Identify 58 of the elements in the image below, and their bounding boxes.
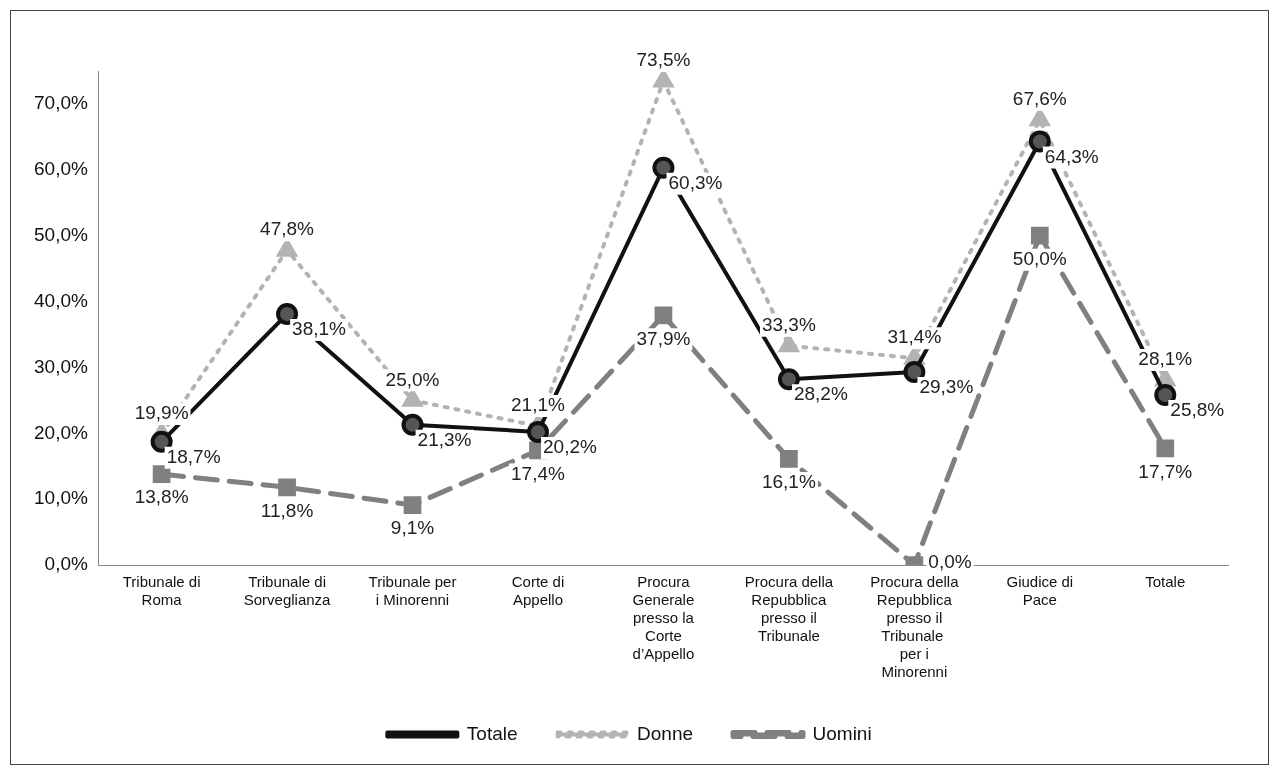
- point: [653, 71, 674, 88]
- x-tick-label: Totale: [1145, 573, 1186, 591]
- point: [152, 465, 171, 483]
- y-tick-label: 30,0%: [34, 355, 88, 377]
- y-tick-label: 50,0%: [34, 223, 88, 245]
- point: [278, 478, 296, 497]
- x-tick-label: Procura Generale presso la Corte d’Appello: [632, 573, 695, 663]
- data-label: 18,7%: [166, 446, 221, 468]
- legend-label: Donne: [637, 722, 694, 744]
- data-label: 0,0%: [928, 551, 972, 573]
- y-tick-label: 10,0%: [34, 487, 88, 509]
- data-label: 33,3%: [761, 313, 816, 335]
- data-label: 60,3%: [668, 172, 723, 194]
- data-label: 37,9%: [636, 327, 691, 349]
- x-tick-label: Tribunale per i Minorenni: [368, 573, 457, 609]
- point: [277, 239, 297, 257]
- y-tick-label: 0,0%: [44, 553, 88, 575]
- data-label: 9,1%: [390, 517, 435, 539]
- x-tick-label: Giudice di Pace: [1006, 573, 1074, 609]
- data-label: 13,8%: [134, 486, 189, 508]
- point: [403, 496, 422, 514]
- data-label: 47,8%: [260, 218, 315, 240]
- legend-label: Uomini: [812, 722, 872, 744]
- data-label: 21,1%: [511, 394, 566, 416]
- data-label: 17,4%: [511, 462, 566, 484]
- x-tick-label: Tribunale di Sorveglianza: [243, 573, 332, 609]
- data-label: 19,9%: [134, 402, 189, 424]
- x-tick-label: Corte di Appello: [511, 573, 565, 609]
- data-label: 25,8%: [1170, 399, 1225, 421]
- data-label: 21,3%: [417, 428, 472, 450]
- data-label: 31,4%: [887, 326, 942, 348]
- data-label: 28,1%: [1138, 348, 1193, 370]
- point: [1156, 439, 1175, 458]
- point: [780, 450, 798, 468]
- data-label: 20,2%: [543, 436, 598, 458]
- data-label: 73,5%: [636, 49, 691, 71]
- point: [654, 306, 673, 325]
- data-label: 17,7%: [1138, 460, 1193, 482]
- y-tick-label: 60,0%: [34, 158, 88, 180]
- data-label: 16,1%: [761, 471, 816, 493]
- y-tick-label: 20,0%: [34, 421, 88, 443]
- x-tick-label: Procura della Repubblica presso il Tribunale per i Minorenni: [870, 573, 960, 681]
- data-label: 64,3%: [1044, 145, 1099, 167]
- legend-label: Totale: [466, 722, 518, 744]
- point: [1030, 108, 1050, 127]
- data-label: 28,2%: [793, 383, 848, 405]
- y-tick-label: 40,0%: [34, 289, 88, 311]
- x-tick-label: Procura della Repubblica presso il Tribunale: [744, 573, 834, 645]
- point: [1030, 226, 1049, 245]
- data-label: 29,3%: [919, 376, 974, 398]
- x-tick-label: Tribunale di Roma: [122, 573, 201, 609]
- data-label: 67,6%: [1012, 87, 1067, 109]
- data-label: 38,1%: [292, 318, 347, 340]
- y-tick-label: 70,0%: [34, 92, 88, 114]
- data-label: 50,0%: [1012, 247, 1067, 269]
- data-label: 25,0%: [385, 368, 440, 390]
- point: [779, 334, 799, 353]
- data-label: 11,8%: [260, 499, 314, 521]
